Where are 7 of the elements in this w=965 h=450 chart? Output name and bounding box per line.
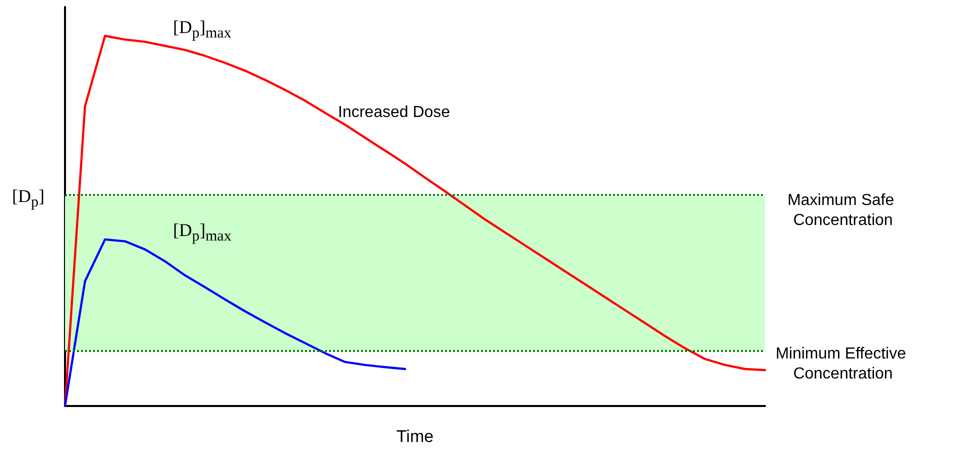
text: [D$_{p}$] (12, 186, 44, 210)
ref-line-label: Maximum Safe Concentration (787, 192, 899, 230)
ref-line-label: Minimum Effective Concentration (776, 346, 910, 383)
series-label: Increased Dose (338, 104, 450, 122)
annotation: [D$_{p}$]$_{max}$ (173, 219, 232, 248)
x-axis-title: Time (396, 427, 434, 446)
text: max (206, 25, 232, 42)
